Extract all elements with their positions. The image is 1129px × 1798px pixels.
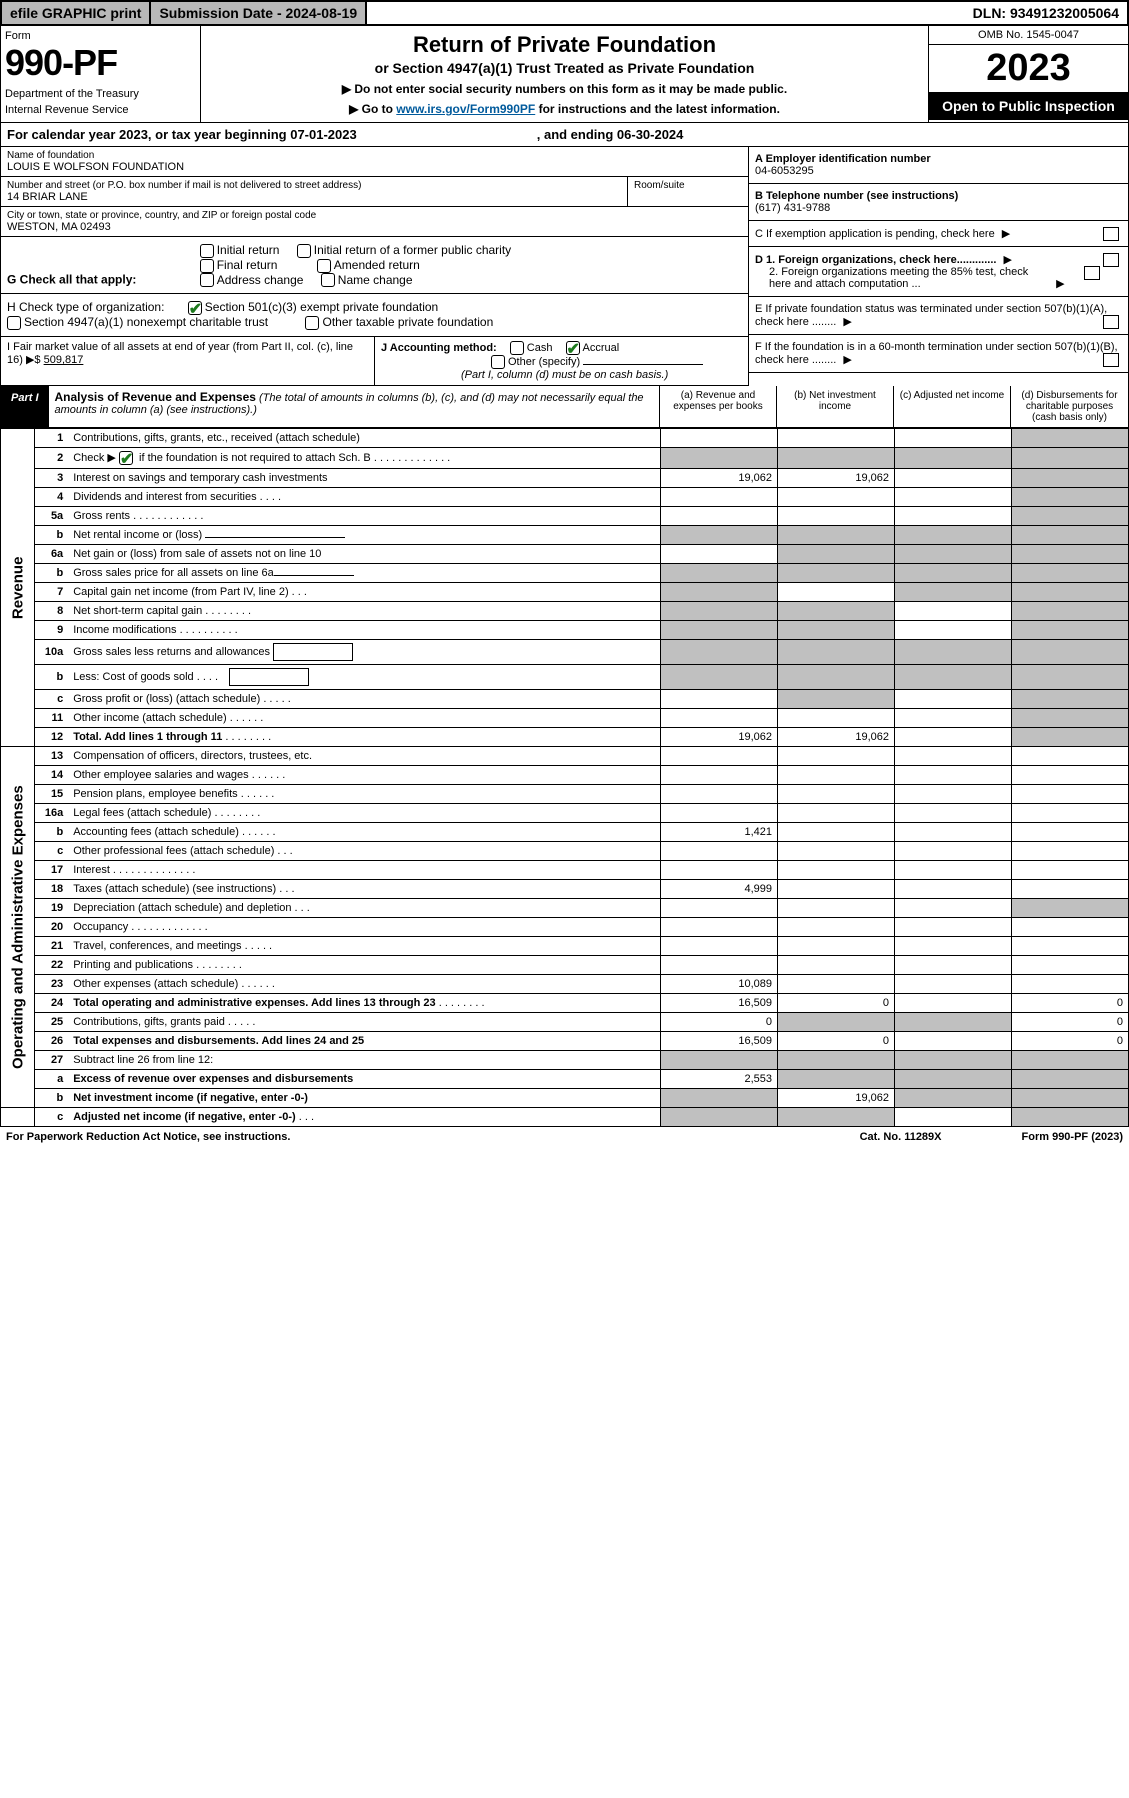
final-return-cb[interactable] [200,259,214,273]
telephone: (617) 431-9788 [755,202,830,214]
directive-1: ▶ Do not enter social security numbers o… [207,82,922,96]
name-label: Name of foundation [7,150,742,161]
ein: 04-6053295 [755,165,814,177]
section-i: I Fair market value of all assets at end… [1,337,375,385]
part-1-table: Revenue 1Contributions, gifts, grants, e… [0,428,1129,1127]
initial-return-cb[interactable] [200,244,214,258]
part-1-header: Part I Analysis of Revenue and Expenses … [0,386,1129,428]
section-j: J Accounting method: Cash Accrual Other … [375,337,748,385]
col-a-head: (a) Revenue and expenses per books [660,386,777,427]
open-inspection: Open to Public Inspection [929,92,1128,120]
efile-print-button[interactable]: efile GRAPHIC print [2,2,151,24]
form-header: Form 990-PF Department of the Treasury I… [0,26,1129,123]
section-c: C If exemption application is pending, c… [749,221,1128,247]
schb-cb[interactable] [119,451,133,465]
irs-label: Internal Revenue Service [5,104,196,116]
foundation-name: LOUIS E WOLFSON FOUNDATION [7,161,742,173]
revenue-section-label: Revenue [1,429,35,747]
section-h: H Check type of organization: Section 50… [1,294,748,337]
accrual-cb[interactable] [566,341,580,355]
form-number: 990-PF [5,42,196,84]
col-b-head: (b) Net investment income [777,386,894,427]
other-method-cb[interactable] [491,355,505,369]
col-c-head: (c) Adjusted net income [894,386,1011,427]
tel-label: B Telephone number (see instructions) [755,190,958,202]
page-footer: For Paperwork Reduction Act Notice, see … [0,1127,1129,1147]
omb-number: OMB No. 1545-0047 [929,26,1128,45]
submission-date: Submission Date - 2024-08-19 [151,2,367,24]
entity-info: Name of foundation LOUIS E WOLFSON FOUND… [0,147,1129,386]
part-label: Part I [1,386,49,427]
street-address: 14 BRIAR LANE [7,191,621,203]
dln: DLN: 93491232005064 [965,2,1127,24]
form-subtitle: or Section 4947(a)(1) Trust Treated as P… [207,60,922,76]
addr-label: Number and street (or P.O. box number if… [7,180,621,191]
top-bar: efile GRAPHIC print Submission Date - 20… [0,0,1129,26]
city-state-zip: WESTON, MA 02493 [7,221,742,233]
ein-label: A Employer identification number [755,153,931,165]
amended-cb[interactable] [317,259,331,273]
address-change-cb[interactable] [200,273,214,287]
section-g: G Check all that apply: Initial return I… [1,237,748,294]
city-label: City or town, state or province, country… [7,210,742,221]
section-f: F If the foundation is in a 60-month ter… [749,335,1128,373]
expenses-section-label: Operating and Administrative Expenses [1,747,35,1108]
tax-year: 2023 [929,45,1128,92]
cash-cb[interactable] [510,341,524,355]
status-terminated-cb[interactable] [1103,315,1119,329]
4947-cb[interactable] [7,316,21,330]
form-ref: Form 990-PF (2023) [1022,1131,1123,1143]
room-suite-label: Room/suite [628,177,748,206]
form-label: Form [5,30,196,42]
exemption-pending-cb[interactable] [1103,227,1119,241]
section-e: E If private foundation status was termi… [749,297,1128,335]
section-d: D 1. Foreign organizations, check here..… [749,247,1128,297]
directive-2: ▶ Go to www.irs.gov/Form990PF for instru… [207,102,922,116]
col-d-head: (d) Disbursements for charitable purpose… [1011,386,1128,427]
501c3-cb[interactable] [188,301,202,315]
60-month-cb[interactable] [1103,353,1119,367]
irs-link[interactable]: www.irs.gov/Form990PF [396,102,535,116]
foreign-org-cb[interactable] [1103,253,1119,267]
calendar-year-row: For calendar year 2023, or tax year begi… [0,123,1129,147]
pra-notice: For Paperwork Reduction Act Notice, see … [6,1131,290,1143]
foreign-85-cb[interactable] [1084,266,1100,280]
fmv-value: 509,817 [44,354,84,366]
initial-former-cb[interactable] [297,244,311,258]
dept-treasury: Department of the Treasury [5,88,196,100]
name-change-cb[interactable] [321,273,335,287]
form-title: Return of Private Foundation [207,32,922,58]
cat-no: Cat. No. 11289X [860,1131,942,1143]
other-taxable-cb[interactable] [305,316,319,330]
